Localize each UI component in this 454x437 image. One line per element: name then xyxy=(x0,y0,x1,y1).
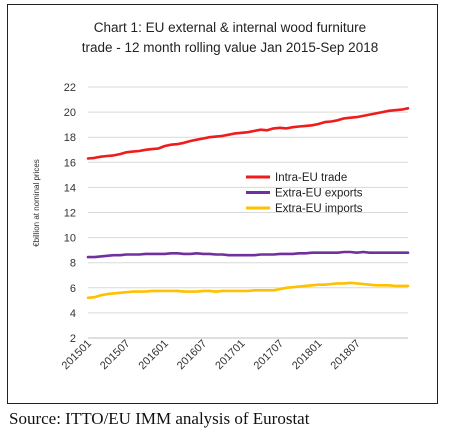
y-tick-label: 14 xyxy=(64,182,76,194)
y-tick-label: 22 xyxy=(64,82,76,94)
y-tick-label: 2 xyxy=(70,333,76,345)
y-tick-label: 4 xyxy=(70,308,76,320)
source-note: Source: ITTO/EU IMM analysis of Eurostat xyxy=(9,409,310,428)
x-tick-label: 201607 xyxy=(175,338,209,372)
y-tick-label: 16 xyxy=(64,157,76,169)
y-tick-label: 6 xyxy=(70,283,76,295)
x-tick-label: 201507 xyxy=(98,338,132,372)
chart-title-line-2: trade - 12 month rolling value Jan 2015-… xyxy=(82,40,378,55)
y-tick-label: 12 xyxy=(64,208,76,220)
y-tick-label: 10 xyxy=(64,233,76,245)
chart-frame: Chart 1: EU external & internal wood fur… xyxy=(7,4,438,404)
gridlines xyxy=(88,86,408,339)
y-axis-label: €billion at nominal prices xyxy=(32,159,41,247)
x-tick-label: 201501 xyxy=(60,338,94,372)
y-tick-label: 20 xyxy=(64,107,76,119)
series-line-1 xyxy=(86,107,410,160)
chart-title-line-1: Chart 1: EU external & internal wood fur… xyxy=(94,20,366,35)
legend-label-2: Extra-EU exports xyxy=(275,188,363,200)
series-lines xyxy=(86,107,410,300)
x-tick-label: 201707 xyxy=(252,338,286,372)
y-tick-label: 8 xyxy=(70,258,76,270)
series-line-3 xyxy=(86,281,410,300)
line-chart: Chart 1: EU external & internal wood fur… xyxy=(32,20,410,372)
x-tick-label: 201701 xyxy=(213,338,247,372)
y-tick-label: 18 xyxy=(64,132,76,144)
legend-label-1: Intra-EU trade xyxy=(275,172,347,184)
legend-label-3: Extra-EU imports xyxy=(275,203,363,215)
x-tick-label: 201801 xyxy=(290,338,324,372)
legend: Intra-EU trade Extra-EU exports Extra-EU i… xyxy=(246,172,363,215)
x-tick-label: 201807 xyxy=(328,338,362,372)
series-line-2 xyxy=(86,250,410,259)
x-tick-label: 201601 xyxy=(136,338,170,372)
